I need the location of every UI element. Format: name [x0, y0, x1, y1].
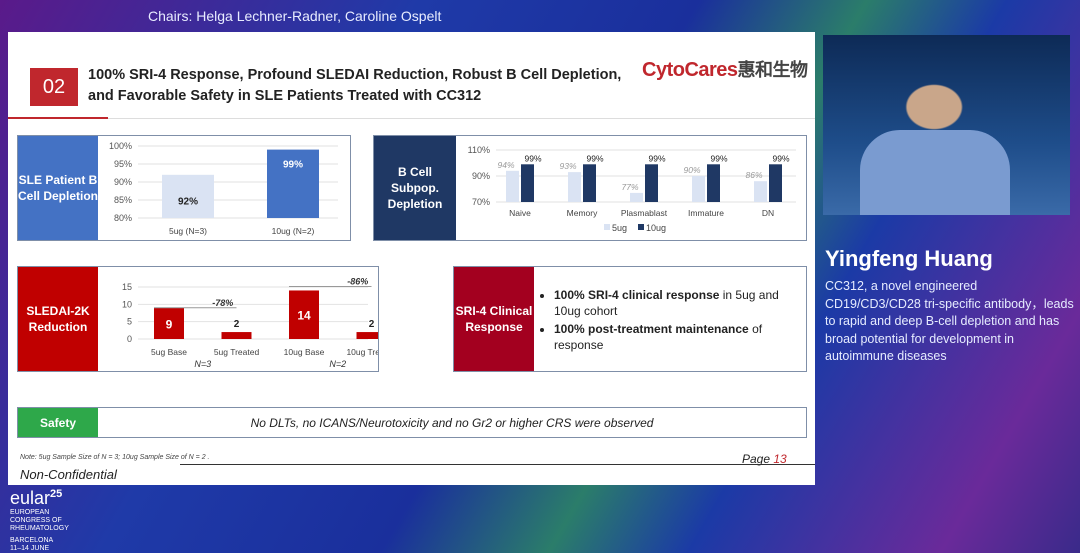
safety-text: No DLTs, no ICANS/Neurotoxicity and no G… [250, 415, 654, 430]
bar [154, 307, 184, 339]
bullet: 100% SRI-4 clinical response in 5ug and … [554, 287, 800, 319]
data-label: 92% [178, 196, 198, 207]
footer-divider [180, 464, 815, 465]
group-label: N=2 [329, 359, 346, 369]
y-tick-label: 70% [472, 197, 490, 207]
b-cell-depletion-chart: 80% 85% 90% 95% 100% 92% 5ug (N=3) 99% 10ug (N=2… [109, 141, 338, 236]
y-tick-label: 110% [468, 145, 490, 155]
bar [506, 170, 519, 202]
legend-label: 10ug [646, 223, 666, 233]
x-tick-label: 5ug Treated [214, 347, 260, 357]
bar [645, 164, 658, 202]
y-tick-label: 80% [114, 213, 132, 223]
data-label: 14 [297, 309, 311, 323]
bar [568, 172, 581, 202]
data-label: 86% [745, 170, 762, 180]
group-label: N=3 [194, 359, 211, 369]
panel-label: SLEDAI-2K Reduction [18, 267, 98, 371]
x-tick-label: 5ug Base [151, 347, 187, 357]
bar [583, 164, 596, 202]
x-tick-label: Memory [567, 208, 598, 218]
subpop-depletion-chart: 70% 90% 110% 94% 99% Naive 93% 99% Memory 77% 99% P… [468, 145, 796, 233]
section-number: 02 [30, 68, 78, 106]
talk-description: CC312, a novel engineered CD19/CD3/CD28 … [825, 279, 1074, 363]
data-label: 2 [234, 319, 240, 330]
data-label: 93% [559, 161, 576, 171]
y-tick-label: 100% [109, 141, 132, 151]
bar [289, 290, 319, 339]
panel-label: SLE Patient B Cell Depletion [18, 136, 98, 240]
y-tick-label: 85% [114, 195, 132, 205]
legend-swatch [604, 224, 610, 230]
panel-label: Safety [18, 408, 98, 437]
bar [692, 176, 705, 202]
data-label: 99% [283, 160, 303, 171]
bar [267, 149, 319, 218]
reduction-label: -86% [347, 276, 368, 286]
sri4-bullets: 100% SRI-4 clinical response in 5ug and … [540, 287, 800, 355]
reduction-label: -78% [212, 298, 233, 308]
x-tick-label: 10ug Base [284, 347, 325, 357]
header-divider [108, 118, 815, 119]
session-chairs: Chairs: Helga Lechner-Radner, Caroline O… [148, 8, 442, 24]
bar [162, 174, 214, 218]
bar [521, 164, 534, 202]
sledai-chart: 0 5 10 15 9 5ug Base 2 5ug Treated 14 10ug Base 2 1… [122, 276, 378, 369]
data-label: 99% [772, 153, 789, 163]
x-tick-label: 10ug (N=2) [272, 226, 315, 236]
data-label: 90% [683, 165, 700, 175]
safety-panel: Safety No DLTs, no ICANS/Neurotoxicity a… [17, 407, 807, 438]
sledai-panel: SLEDAI-2K Reduction 0 5 10 15 9 5ug Base 2 5ug … [17, 266, 379, 372]
data-label: 94% [497, 160, 514, 170]
bar [707, 164, 720, 202]
panel-label: SRI-4 Clinical Response [454, 267, 534, 371]
bar [630, 192, 643, 202]
y-tick-label: 15 [122, 282, 132, 292]
bar [754, 181, 767, 202]
footnote: Note: 5ug Sample Size of N = 3; 10ug Sam… [20, 454, 210, 461]
bullet: 100% post-treatment maintenance of respo… [554, 321, 800, 353]
y-tick-label: 95% [114, 159, 132, 169]
data-label: 99% [710, 153, 727, 163]
legend-swatch [638, 224, 644, 230]
x-tick-label: Immature [688, 208, 724, 218]
bar [221, 332, 252, 339]
x-tick-label: 5ug (N=3) [169, 226, 207, 236]
x-tick-label: DN [762, 208, 774, 218]
y-tick-label: 5 [127, 317, 132, 327]
x-tick-label: Naive [509, 208, 531, 218]
panel-label: B Cell Subpop. Depletion [374, 136, 456, 240]
header-divider [8, 117, 108, 119]
data-label: 77% [621, 182, 638, 192]
presentation-slide: 02 100% SRI-4 Response, Profound SLEDAI … [8, 32, 815, 485]
confidentiality-label: Non-Confidential [20, 467, 117, 482]
data-label: 99% [648, 153, 665, 163]
speaker-figure [860, 130, 1010, 215]
y-tick-label: 0 [127, 334, 132, 344]
bar [769, 164, 782, 202]
legend-label: 5ug [612, 223, 627, 233]
cytocares-logo: CytoCares惠和生物 [642, 59, 808, 81]
y-tick-label: 10 [122, 299, 132, 309]
subpop-depletion-panel: B Cell Subpop. Depletion 70% 90% 110% 94% 99… [373, 135, 807, 241]
data-label: 9 [166, 317, 173, 331]
x-tick-label: Plasmablast [621, 208, 668, 218]
b-cell-depletion-panel: SLE Patient B Cell Depletion 80% 85% 90% 95… [17, 135, 351, 241]
eular-logo: eular25 EUROPEAN CONGRESS OF RHEUMATOLOG… [10, 488, 69, 552]
data-label: 2 [369, 319, 375, 330]
y-tick-label: 90% [472, 171, 490, 181]
x-tick-label: 10ug Treated [346, 347, 378, 357]
page-number: Page 13 [742, 452, 787, 466]
data-label: 99% [524, 153, 541, 163]
sri4-panel: SRI-4 Clinical Response 100% SRI-4 clini… [453, 266, 807, 372]
y-tick-label: 90% [114, 177, 132, 187]
speaker-name: Yingfeng Huang [825, 246, 993, 271]
data-label: 99% [586, 153, 603, 163]
slide-title: 100% SRI-4 Response, Profound SLEDAI Red… [88, 67, 622, 104]
bar [356, 332, 378, 339]
